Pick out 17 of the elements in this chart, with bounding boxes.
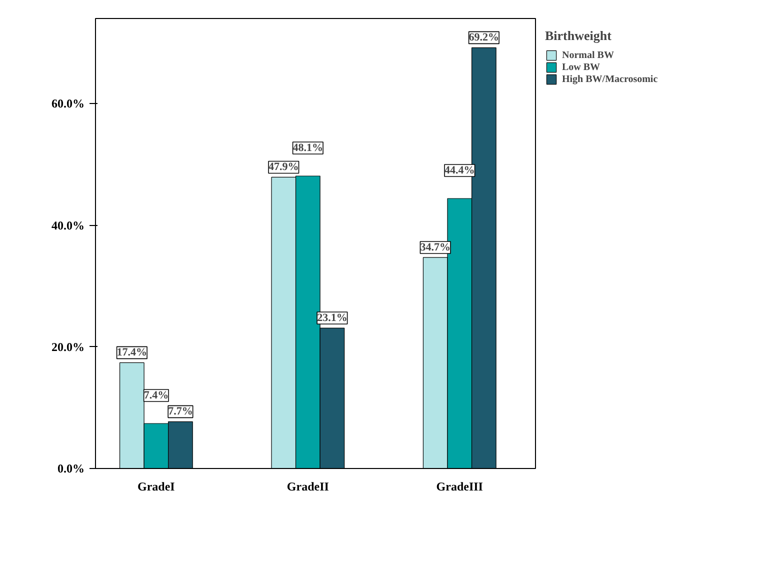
y-tick-label: 20.0% bbox=[52, 340, 84, 354]
y-tick-label: 60.0% bbox=[52, 96, 84, 111]
legend-label: Normal BW bbox=[562, 49, 614, 61]
legend-title: Birthweight bbox=[545, 28, 612, 44]
y-tick-label: 0.0% bbox=[58, 462, 84, 476]
text: 17.4% bbox=[116, 346, 148, 359]
text: 23.1% bbox=[317, 312, 348, 324]
x-tick-label: GradeIII bbox=[436, 480, 484, 494]
x-tick-label: GradeII bbox=[286, 480, 330, 494]
text: 7.7% bbox=[168, 406, 193, 418]
text: 7.4% bbox=[144, 390, 169, 402]
text: 69.2% bbox=[468, 32, 500, 44]
y-tick-label: 40.0% bbox=[52, 218, 84, 232]
x-tick-label: GradeI bbox=[138, 480, 176, 494]
text: 34.7% bbox=[420, 241, 450, 254]
legend-label: Low BW bbox=[562, 61, 600, 73]
legend-label: High BW/Macrosomic bbox=[562, 73, 658, 85]
